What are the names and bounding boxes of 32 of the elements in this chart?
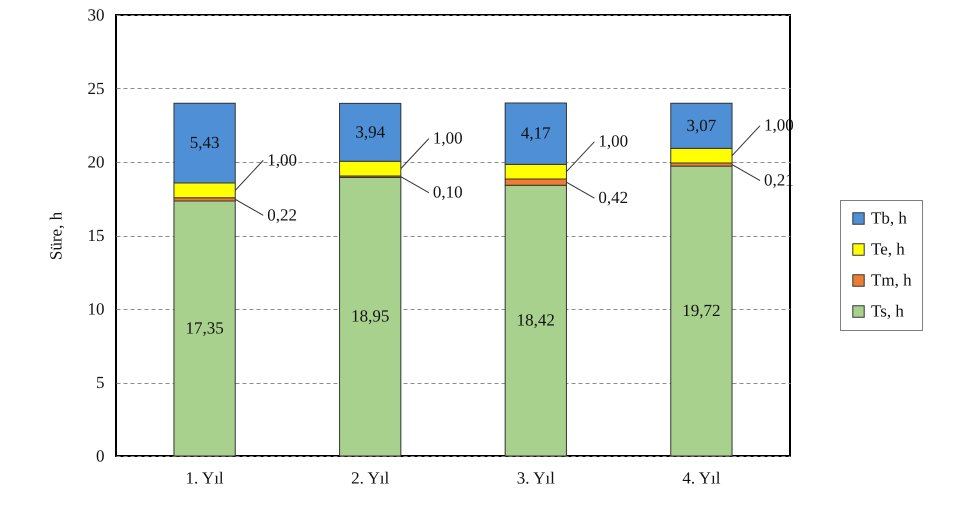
data-label: 1,00 <box>598 132 628 151</box>
bar <box>670 166 733 456</box>
data-label: 3,94 <box>355 122 386 142</box>
x-tick-label: 1. Yıl <box>186 468 224 488</box>
y-tick-label: 20 <box>88 152 104 172</box>
data-label: 1,00 <box>432 128 463 148</box>
y-tick-label: 25 <box>88 79 104 98</box>
legend-label: Tb, h <box>871 208 908 228</box>
y-tick-label: 0 <box>96 446 104 466</box>
data-label: 19,72 <box>682 301 721 320</box>
y-axis-title: Süre, h <box>46 211 66 260</box>
data-label: 3,07 <box>686 116 717 135</box>
data-label: 5,43 <box>190 133 220 152</box>
y-tick-label: 10 <box>88 300 104 318</box>
data-label: 18,95 <box>351 306 390 326</box>
data-label: 18,42 <box>516 310 555 330</box>
x-tick-label: 3. Yıl <box>516 468 556 488</box>
data-label: 1,00 <box>267 150 297 170</box>
y-tick-label: 5 <box>96 373 104 392</box>
x-tick-label: 4. Yıl <box>682 468 721 488</box>
legend-label: Tm, h <box>871 270 912 290</box>
data-label: 17,35 <box>185 318 224 338</box>
data-label: 0,42 <box>598 188 628 208</box>
bar <box>173 200 236 456</box>
y-tick-label: 15 <box>88 226 104 245</box>
legend-label: Te, h <box>871 240 906 258</box>
data-label: 0,10 <box>432 182 463 202</box>
data-label: 4,17 <box>520 124 552 143</box>
legend-label: Ts, h <box>871 302 904 320</box>
x-tick-label: 2. Yıl <box>351 468 390 488</box>
data-label: 0,22 <box>267 205 297 224</box>
y-tick-label: 30 <box>88 6 104 24</box>
